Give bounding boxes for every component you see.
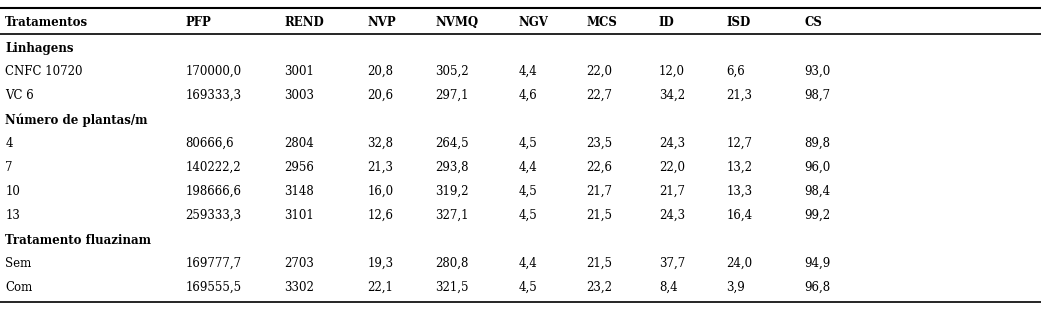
Text: 8,4: 8,4	[659, 281, 678, 294]
Text: 169555,5: 169555,5	[185, 281, 242, 294]
Text: 264,5: 264,5	[435, 137, 468, 150]
Text: 3,9: 3,9	[727, 281, 745, 294]
Text: 20,8: 20,8	[367, 65, 393, 78]
Text: 10: 10	[5, 185, 20, 198]
Text: 7: 7	[5, 161, 12, 174]
Text: 96,0: 96,0	[805, 161, 831, 174]
Text: 21,7: 21,7	[659, 185, 685, 198]
Text: CS: CS	[805, 16, 822, 29]
Text: Número de plantas/m: Número de plantas/m	[5, 114, 148, 127]
Text: 21,5: 21,5	[586, 257, 612, 270]
Text: 297,1: 297,1	[435, 89, 468, 102]
Text: 319,2: 319,2	[435, 185, 468, 198]
Text: 12,7: 12,7	[727, 137, 753, 150]
Text: 94,9: 94,9	[805, 257, 831, 270]
Text: 140222,2: 140222,2	[185, 161, 240, 174]
Text: 12,6: 12,6	[367, 209, 393, 222]
Text: VC 6: VC 6	[5, 89, 34, 102]
Text: 3003: 3003	[284, 89, 314, 102]
Text: NVP: NVP	[367, 16, 396, 29]
Text: 4,4: 4,4	[518, 161, 537, 174]
Text: 21,3: 21,3	[727, 89, 753, 102]
Text: 13: 13	[5, 209, 20, 222]
Text: 4,5: 4,5	[518, 137, 537, 150]
Text: 13,2: 13,2	[727, 161, 753, 174]
Text: 22,0: 22,0	[659, 161, 685, 174]
Text: 12,0: 12,0	[659, 65, 685, 78]
Text: 24,0: 24,0	[727, 257, 753, 270]
Text: 16,0: 16,0	[367, 185, 393, 198]
Text: 13,3: 13,3	[727, 185, 753, 198]
Text: 23,2: 23,2	[586, 281, 612, 294]
Text: 305,2: 305,2	[435, 65, 468, 78]
Text: 169333,3: 169333,3	[185, 89, 242, 102]
Text: 34,2: 34,2	[659, 89, 685, 102]
Text: ISD: ISD	[727, 16, 751, 29]
Text: 22,6: 22,6	[586, 161, 612, 174]
Text: 32,8: 32,8	[367, 137, 393, 150]
Text: 22,7: 22,7	[586, 89, 612, 102]
Text: Tratamento fluazinam: Tratamento fluazinam	[5, 234, 151, 247]
Text: 4,4: 4,4	[518, 65, 537, 78]
Text: PFP: PFP	[185, 16, 211, 29]
Text: 2703: 2703	[284, 257, 314, 270]
Text: 93,0: 93,0	[805, 65, 831, 78]
Text: 22,0: 22,0	[586, 65, 612, 78]
Text: CNFC 10720: CNFC 10720	[5, 65, 82, 78]
Text: 3148: 3148	[284, 185, 314, 198]
Text: 99,2: 99,2	[805, 209, 831, 222]
Text: 4,5: 4,5	[518, 281, 537, 294]
Text: ID: ID	[659, 16, 675, 29]
Text: 16,4: 16,4	[727, 209, 753, 222]
Text: NGV: NGV	[518, 16, 549, 29]
Text: 24,3: 24,3	[659, 209, 685, 222]
Text: 3001: 3001	[284, 65, 314, 78]
Text: Tratamentos: Tratamentos	[5, 16, 88, 29]
Text: 4,6: 4,6	[518, 89, 537, 102]
Text: Sem: Sem	[5, 257, 31, 270]
Text: REND: REND	[284, 16, 324, 29]
Text: 20,6: 20,6	[367, 89, 393, 102]
Text: 2956: 2956	[284, 161, 314, 174]
Text: 2804: 2804	[284, 137, 314, 150]
Text: 327,1: 327,1	[435, 209, 468, 222]
Text: 4: 4	[5, 137, 12, 150]
Text: 321,5: 321,5	[435, 281, 468, 294]
Text: 24,3: 24,3	[659, 137, 685, 150]
Text: 4,5: 4,5	[518, 209, 537, 222]
Text: 170000,0: 170000,0	[185, 65, 242, 78]
Text: Com: Com	[5, 281, 32, 294]
Text: 98,7: 98,7	[805, 89, 831, 102]
Text: 169777,7: 169777,7	[185, 257, 242, 270]
Text: 280,8: 280,8	[435, 257, 468, 270]
Text: 21,3: 21,3	[367, 161, 393, 174]
Text: MCS: MCS	[586, 16, 617, 29]
Text: 19,3: 19,3	[367, 257, 393, 270]
Text: 89,8: 89,8	[805, 137, 831, 150]
Text: 37,7: 37,7	[659, 257, 685, 270]
Text: 96,8: 96,8	[805, 281, 831, 294]
Text: 3101: 3101	[284, 209, 314, 222]
Text: 21,5: 21,5	[586, 209, 612, 222]
Text: 4,4: 4,4	[518, 257, 537, 270]
Text: 80666,6: 80666,6	[185, 137, 234, 150]
Text: 22,1: 22,1	[367, 281, 393, 294]
Text: 259333,3: 259333,3	[185, 209, 242, 222]
Text: 98,4: 98,4	[805, 185, 831, 198]
Text: 3302: 3302	[284, 281, 314, 294]
Text: NVMQ: NVMQ	[435, 16, 478, 29]
Text: 293,8: 293,8	[435, 161, 468, 174]
Text: Linhagens: Linhagens	[5, 42, 74, 55]
Text: 23,5: 23,5	[586, 137, 612, 150]
Text: 6,6: 6,6	[727, 65, 745, 78]
Text: 198666,6: 198666,6	[185, 185, 242, 198]
Text: 21,7: 21,7	[586, 185, 612, 198]
Text: 4,5: 4,5	[518, 185, 537, 198]
